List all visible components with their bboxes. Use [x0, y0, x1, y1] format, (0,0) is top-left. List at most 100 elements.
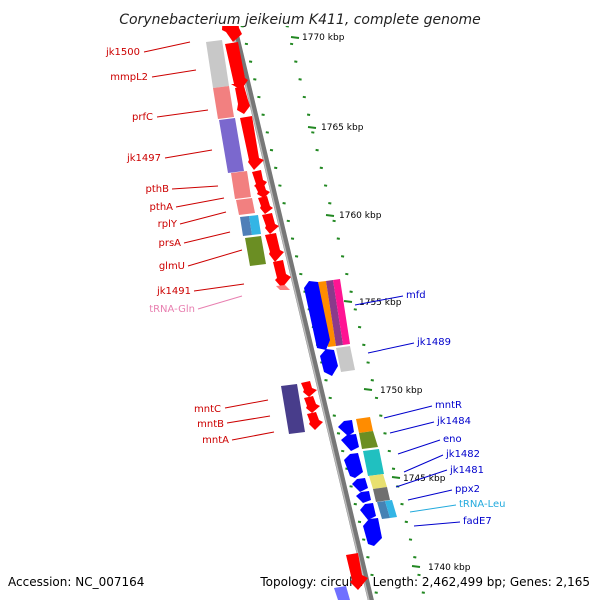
minor-tick: [298, 78, 302, 81]
cog-box: [326, 280, 343, 346]
gene-label-trna-gln: tRNA-Gln: [149, 304, 195, 315]
gene-label-glmu: glmU: [159, 261, 185, 272]
minor-tick: [357, 520, 362, 524]
gene-arrow: [240, 116, 264, 170]
cog-box: [206, 40, 229, 88]
gene-label-prsa: prsA: [158, 238, 181, 249]
minor-tick: [261, 113, 265, 116]
minor-tick: [290, 237, 295, 240]
minor-tick: [357, 325, 362, 329]
gene-arrow: [338, 420, 354, 436]
cog-box: [318, 281, 336, 347]
cog-box: [369, 474, 387, 489]
gene-label-mnta: mntA: [202, 435, 229, 446]
map-body: 1770 kbp 1765 kbp 1760 kbp 1755 kbp 1750…: [105, 26, 506, 600]
gene-arrow: [334, 586, 350, 600]
major-tick: [411, 565, 421, 568]
minor-tick: [285, 26, 289, 28]
minor-tick: [336, 237, 340, 240]
leader-line: [383, 405, 433, 419]
minor-tick: [379, 414, 383, 417]
gene-label-rply: rplY: [158, 219, 178, 230]
leader-line: [164, 149, 213, 159]
leader-line: [231, 431, 275, 441]
leader-line: [354, 295, 404, 306]
ruler-label: 1750 kbp: [380, 386, 423, 396]
leader-line: [143, 41, 191, 53]
minor-tick: [278, 184, 282, 187]
gene-arrow: [352, 478, 368, 492]
gene-arrow: [262, 213, 279, 234]
minor-tick: [253, 78, 257, 81]
minor-tick: [366, 361, 370, 364]
gene-arrow: [301, 381, 317, 397]
gene-arrow: [222, 26, 242, 42]
gene-label-mntc: mntC: [194, 404, 221, 415]
leader-line: [171, 185, 219, 190]
ruler-label: 1740 kbp: [428, 563, 471, 573]
gene-label-ppx2: ppx2: [455, 484, 480, 495]
map-title: Corynebacterium jeikeium K411, complete …: [119, 12, 481, 28]
leader-line: [403, 454, 444, 473]
minor-tick: [306, 113, 311, 116]
gene-label-jk1481: jk1481: [449, 465, 484, 476]
leader-line: [409, 504, 457, 513]
major-tick: [325, 214, 335, 217]
minor-tick: [413, 556, 417, 559]
leader-line: [397, 439, 441, 455]
gene-label-mntb: mntB: [197, 419, 224, 430]
minor-tick: [387, 449, 391, 453]
gene-label-ptha: pthA: [150, 202, 174, 213]
minor-tick: [328, 396, 332, 400]
gene-arrow: [225, 42, 248, 90]
minor-tick: [282, 202, 286, 205]
gene-label-jk1489: jk1489: [416, 337, 451, 348]
minor-tick: [248, 60, 253, 63]
major-tick: [391, 476, 401, 479]
genome-backbone-highlight: [231, 26, 370, 600]
minor-tick: [345, 272, 349, 276]
gene-label-trna-leu: tRNA-Leu: [459, 499, 505, 510]
minor-tick: [294, 255, 299, 258]
minor-tick: [353, 502, 357, 506]
cog-box: [245, 236, 266, 266]
ruler-label: 1745 kbp: [403, 474, 446, 484]
gene-arrow: [344, 453, 363, 478]
gene-labels: jk1500 mmpL2 prfC jk1497 pthB pthA rplY …: [105, 47, 506, 527]
minor-tick: [311, 131, 315, 134]
cog-box: [373, 487, 390, 502]
minor-tick: [421, 591, 425, 594]
leader-line: [151, 69, 197, 78]
gene-arrow: [255, 184, 270, 198]
minor-tick: [349, 485, 353, 488]
leader-line: [367, 342, 415, 354]
leader-line: [226, 415, 271, 424]
gene-label-jk1484: jk1484: [436, 416, 471, 427]
minor-tick: [370, 379, 374, 382]
gene-label-jk1500: jk1500: [105, 47, 140, 58]
gene-label-eno: eno: [443, 434, 462, 445]
accession-text: Accession: NC_007164: [8, 575, 144, 589]
minor-tick: [349, 290, 353, 293]
gene-label-mfd: mfd: [406, 290, 426, 301]
cog-box: [336, 346, 355, 372]
minor-tick: [374, 396, 379, 400]
cog-box: [385, 500, 397, 518]
forward-gene-arrows: [222, 26, 368, 590]
minor-tick: [324, 379, 328, 382]
forward-cog-boxes: [206, 40, 305, 434]
leader-line: [407, 489, 453, 501]
ruler-label: 1760 kbp: [339, 211, 382, 221]
gene-label-mntr: mntR: [435, 400, 462, 411]
gene-label-jk1482: jk1482: [445, 449, 480, 460]
minor-tick: [244, 42, 249, 46]
leader-line: [197, 295, 243, 310]
minor-tick: [302, 95, 306, 99]
minor-tick: [328, 202, 332, 205]
leader-line: [395, 469, 448, 488]
gene-arrow: [320, 349, 338, 376]
minor-tick: [404, 520, 408, 524]
gene-arrow: [265, 233, 284, 262]
cog-box: [249, 215, 261, 235]
gene-label-fade7: fadE7: [463, 516, 492, 527]
